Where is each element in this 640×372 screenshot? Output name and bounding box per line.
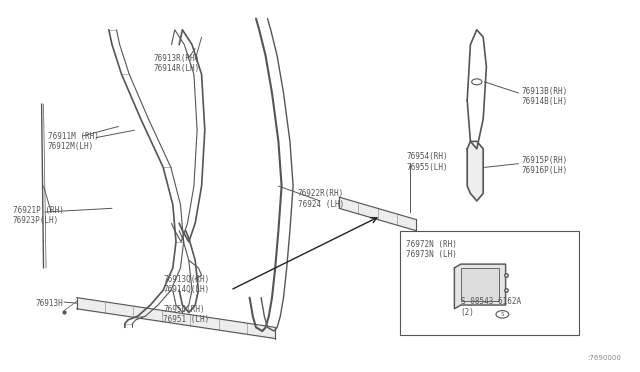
Text: 76972N (RH)
76973N (LH): 76972N (RH) 76973N (LH)	[406, 240, 457, 259]
Polygon shape	[467, 141, 483, 201]
Text: :7690000: :7690000	[587, 355, 621, 361]
Bar	[461, 268, 499, 301]
Text: 76921P (RH)
76923P(LH): 76921P (RH) 76923P(LH)	[13, 206, 63, 225]
Text: 76913B(RH)
76914B(LH): 76913B(RH) 76914B(LH)	[522, 87, 568, 106]
Text: 76915P(RH)
76916P(LH): 76915P(RH) 76916P(LH)	[522, 156, 568, 175]
Text: 76913Q(RH)
76914Q(LH): 76913Q(RH) 76914Q(LH)	[163, 275, 209, 294]
Polygon shape	[454, 264, 506, 309]
Text: S 08543-6162A
(2): S 08543-6162A (2)	[461, 297, 521, 317]
Text: 76922R(RH)
76924 (LH): 76922R(RH) 76924 (LH)	[298, 189, 344, 209]
Text: 76913R(RH)
76914R(LH): 76913R(RH) 76914R(LH)	[154, 54, 200, 73]
Text: 76954(RH)
76955(LH): 76954(RH) 76955(LH)	[406, 152, 448, 171]
Text: 76911M (RH)
76912M(LH): 76911M (RH) 76912M(LH)	[48, 132, 99, 151]
Text: 76913H: 76913H	[35, 299, 63, 308]
Text: 76950(RH)
76951 (LH): 76950(RH) 76951 (LH)	[163, 305, 209, 324]
Text: S: S	[500, 312, 504, 317]
Bar	[400, 231, 579, 335]
